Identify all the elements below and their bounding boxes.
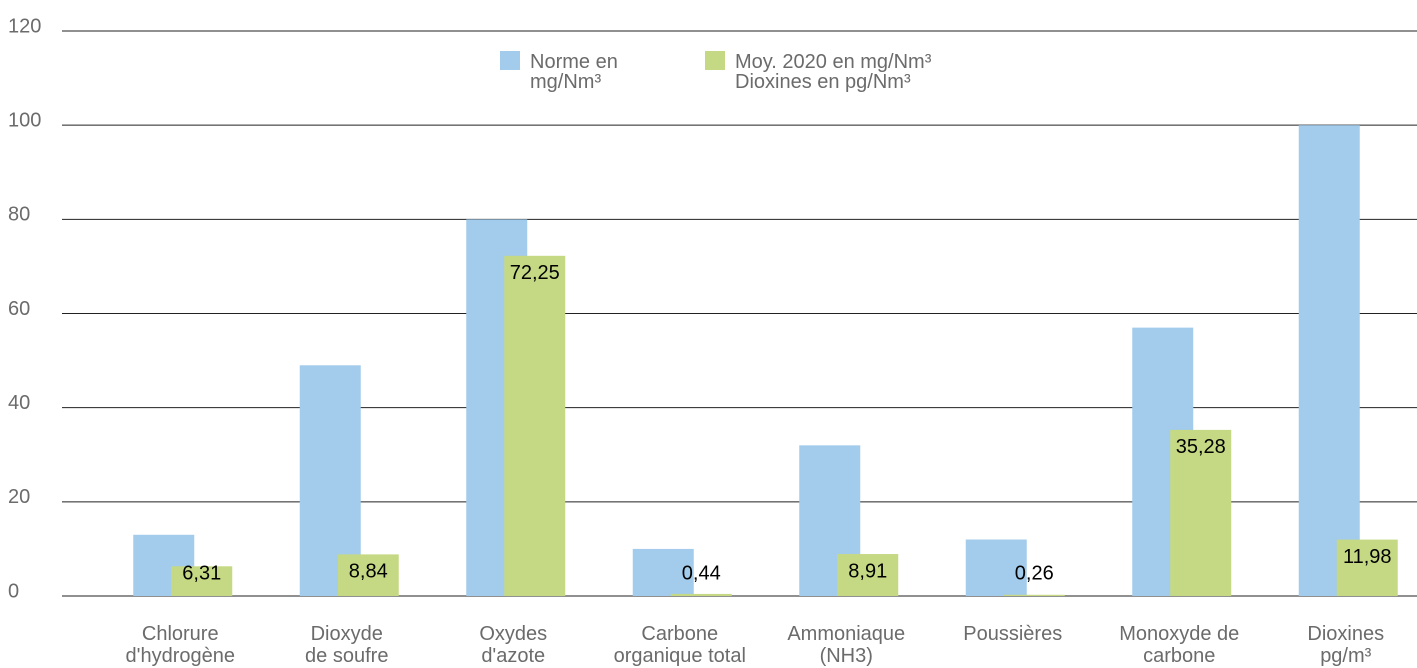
y-tick-label: 120	[8, 15, 41, 37]
value-label: 0,26	[1015, 562, 1054, 584]
bar	[337, 554, 399, 596]
legend-swatch	[500, 51, 520, 70]
legend-label: Norme en mg/Nm³	[530, 51, 618, 93]
value-label: 0,44	[682, 562, 721, 584]
bar	[171, 566, 233, 596]
y-tick-label: 40	[8, 392, 30, 414]
y-tick-label: 20	[8, 486, 30, 508]
y-tick-label: 100	[8, 109, 41, 131]
legend-swatch	[705, 51, 725, 70]
bar	[1003, 594, 1065, 596]
bar	[965, 539, 1027, 596]
x-tick-label: Ammoniaque (NH3)	[787, 623, 906, 667]
x-tick-label: Dioxyde de soufre	[305, 623, 389, 667]
x-tick-label: Carbone organique total	[613, 623, 746, 667]
value-label: 8,91	[848, 560, 887, 582]
x-tick-label: Chlorure d'hydrogène	[125, 623, 235, 667]
value-label: 6,31	[182, 562, 221, 584]
y-tick-label: 60	[8, 298, 30, 320]
bar	[1170, 429, 1232, 596]
bar	[632, 548, 694, 596]
bar	[670, 593, 732, 596]
bar	[837, 554, 899, 596]
bar	[1336, 539, 1398, 596]
x-tick-label: Dioxines pg/m³	[1307, 623, 1385, 667]
value-label: 8,84	[349, 561, 388, 583]
x-tick-label: Poussières	[963, 623, 1063, 645]
value-label: 11,98	[1343, 546, 1392, 568]
legend-label: Moy. 2020 en mg/Nm³ Dioxines en pg/Nm³	[735, 51, 932, 93]
y-tick-label: 80	[8, 204, 30, 226]
x-tick-label: Oxydes d'azote	[479, 623, 548, 667]
value-label: 35,28	[1176, 436, 1226, 458]
bar	[1298, 125, 1360, 597]
y-tick-label: 0	[8, 580, 19, 602]
bar	[504, 255, 566, 596]
value-label: 72,25	[510, 262, 560, 284]
x-tick-label: Monoxyde de carbone	[1119, 623, 1240, 667]
